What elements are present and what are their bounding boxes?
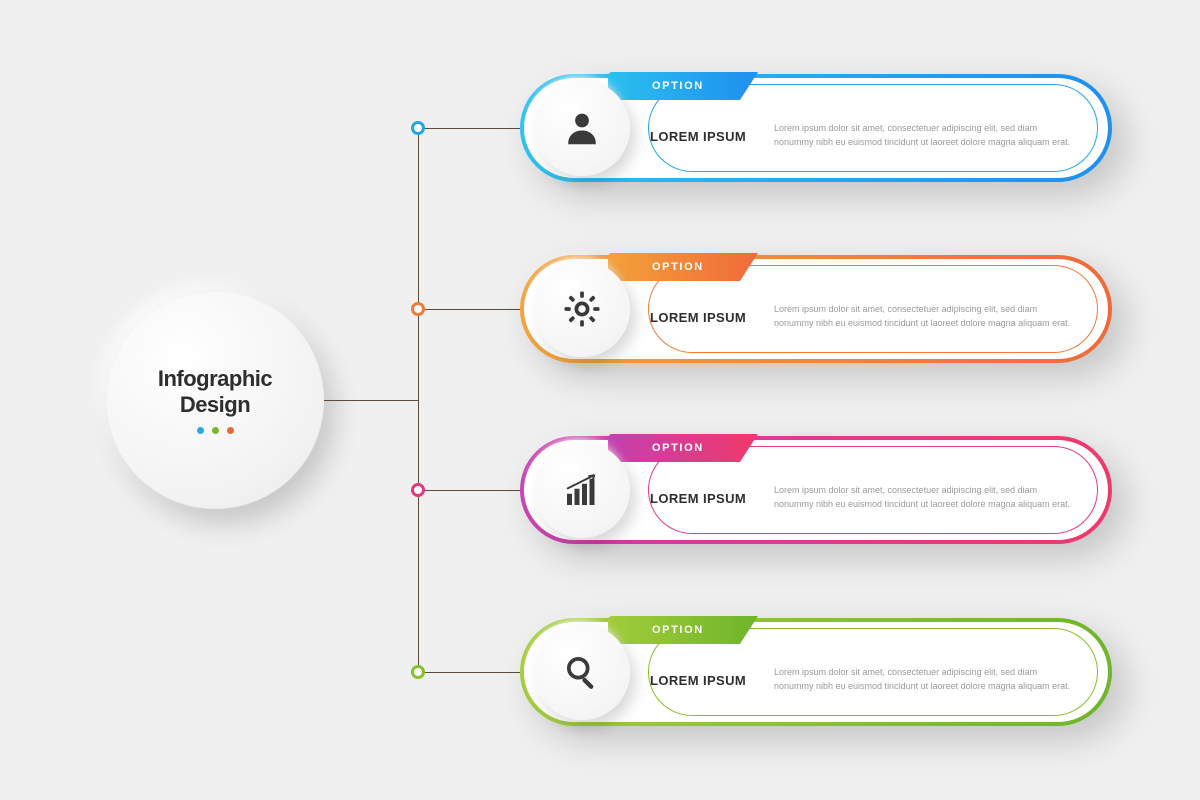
connector-node bbox=[411, 665, 425, 679]
connector-vertical bbox=[418, 128, 419, 672]
connector-branch bbox=[418, 309, 520, 310]
connector-branch bbox=[418, 672, 520, 673]
connector-branch bbox=[418, 128, 520, 129]
option-title: LOREM IPSUM bbox=[644, 491, 756, 506]
card-content: LOREM IPSUM Lorem ipsum dolor sit amet, … bbox=[644, 283, 1084, 351]
gear-icon bbox=[562, 289, 602, 329]
option-description: Lorem ipsum dolor sit amet, consectetuer… bbox=[774, 122, 1084, 150]
connector-node bbox=[411, 483, 425, 497]
card-content: LOREM IPSUM Lorem ipsum dolor sit amet, … bbox=[644, 464, 1084, 532]
main-title: Infographic Design bbox=[158, 366, 272, 417]
option-icon-circle bbox=[534, 261, 630, 357]
option-card: OPTION LOREM IPSUM Lorem ipsum dolor sit… bbox=[520, 255, 1112, 363]
option-description: Lorem ipsum dolor sit amet, consectetuer… bbox=[774, 666, 1084, 694]
main-dots bbox=[197, 427, 234, 434]
connector-node bbox=[411, 121, 425, 135]
option-card: OPTION LOREM IPSUM Lorem ipsum dolor sit… bbox=[520, 74, 1112, 182]
option-icon-circle bbox=[534, 80, 630, 176]
search-icon bbox=[562, 652, 602, 692]
option-icon-circle bbox=[534, 442, 630, 538]
option-title: LOREM IPSUM bbox=[644, 129, 756, 144]
option-tab: OPTION bbox=[608, 434, 758, 462]
main-circle: Infographic Design bbox=[106, 291, 324, 509]
option-card: OPTION LOREM IPSUM Lorem ipsum dolor sit… bbox=[520, 436, 1112, 544]
main-title-line2: Design bbox=[158, 392, 272, 417]
option-title: LOREM IPSUM bbox=[644, 673, 756, 688]
person-icon bbox=[562, 108, 602, 148]
option-description: Lorem ipsum dolor sit amet, consectetuer… bbox=[774, 303, 1084, 331]
option-tab-label: OPTION bbox=[652, 80, 704, 92]
chart-icon bbox=[562, 470, 602, 510]
connector-main-stem bbox=[324, 400, 418, 401]
option-tab: OPTION bbox=[608, 616, 758, 644]
option-tab-label: OPTION bbox=[652, 624, 704, 636]
option-description: Lorem ipsum dolor sit amet, consectetuer… bbox=[774, 484, 1084, 512]
option-tab-label: OPTION bbox=[652, 442, 704, 454]
connector-branch bbox=[418, 490, 520, 491]
card-content: LOREM IPSUM Lorem ipsum dolor sit amet, … bbox=[644, 102, 1084, 170]
dot-2 bbox=[212, 427, 219, 434]
option-icon-circle bbox=[534, 624, 630, 720]
card-content: LOREM IPSUM Lorem ipsum dolor sit amet, … bbox=[644, 646, 1084, 714]
option-title: LOREM IPSUM bbox=[644, 310, 756, 325]
connector-node bbox=[411, 302, 425, 316]
dot-3 bbox=[227, 427, 234, 434]
option-tab-label: OPTION bbox=[652, 261, 704, 273]
option-tab: OPTION bbox=[608, 72, 758, 100]
option-tab: OPTION bbox=[608, 253, 758, 281]
option-card: OPTION LOREM IPSUM Lorem ipsum dolor sit… bbox=[520, 618, 1112, 726]
main-title-line1: Infographic bbox=[158, 366, 272, 391]
dot-1 bbox=[197, 427, 204, 434]
